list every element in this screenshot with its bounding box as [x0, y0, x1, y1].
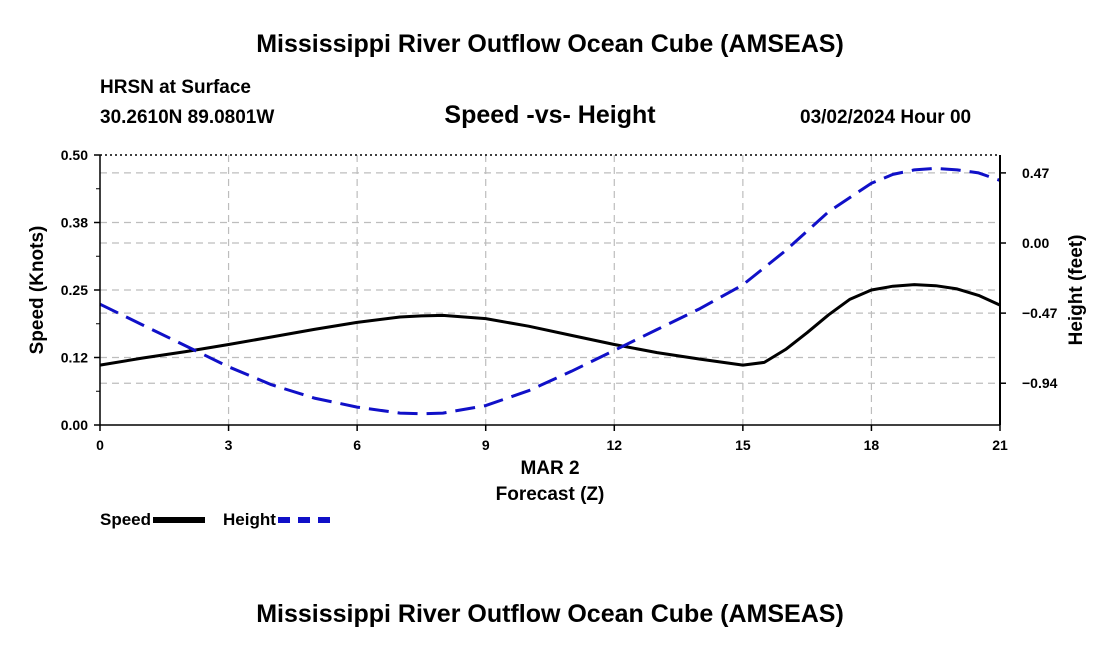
y-axis-right-label: Height (feet) [1066, 235, 1087, 346]
speed-series-line [99, 283, 1001, 367]
main-title: Mississippi River Outflow Ocean Cube (AM… [256, 30, 844, 58]
x-tick-label: 3 [225, 437, 233, 453]
legend-speed-swatch [153, 517, 206, 523]
legend-item-height: Height [223, 510, 330, 530]
y-right-tick-label: −0.47 [1022, 305, 1058, 321]
x-tick-label: 15 [735, 437, 751, 453]
chart-title: Speed -vs- Height [444, 101, 656, 129]
station-label: HRSN at Surface [100, 77, 251, 98]
y-right-tick-label: 0.47 [1022, 165, 1049, 181]
x-tick-label: 12 [606, 437, 622, 453]
series-layer [99, 166, 1001, 416]
x-axis-label: Forecast (Z) [496, 484, 605, 505]
y-left-tick-label: 0.00 [61, 417, 88, 433]
legend-item-speed: Speed [100, 510, 206, 530]
y-left-tick-label: 0.50 [61, 147, 88, 163]
tick-labels: 0 3 6 9 12 15 18 21 0.00 0.12 0.25 0.38 0.50 −0.94 −0.… [61, 147, 1058, 453]
legend-speed-label: Speed [100, 510, 152, 529]
footer-title: Mississippi River Outflow Ocean Cube (AM… [256, 600, 844, 628]
x-tick-label: 9 [482, 437, 490, 453]
datetime-label: 03/02/2024 Hour 00 [800, 107, 972, 128]
speed-height-chart: 0 3 6 9 12 15 18 21 0.00 0.12 0.25 0.38 0.50 −0.94 −0.… [27, 147, 1087, 505]
coordinates-label: 30.2610N 89.0801W [100, 107, 275, 128]
legend: Speed Height [100, 508, 348, 532]
date-label: MAR 2 [520, 458, 579, 479]
height-series-line [99, 166, 1001, 416]
x-tick-label: 0 [96, 437, 104, 453]
x-tick-label: 21 [992, 437, 1008, 453]
y-left-tick-label: 0.25 [61, 282, 88, 298]
y-right-tick-label: −0.94 [1022, 375, 1058, 391]
y-right-tick-label: 0.00 [1022, 235, 1049, 251]
axes [94, 154, 1006, 431]
y-axis-left-label: Speed (Knots) [27, 226, 48, 355]
legend-height-label: Height [223, 510, 276, 529]
x-tick-label: 6 [353, 437, 361, 453]
x-tick-label: 18 [864, 437, 880, 453]
legend-height-swatch [277, 517, 330, 523]
y-left-tick-label: 0.12 [61, 350, 88, 366]
y-left-tick-label: 0.38 [61, 215, 88, 231]
grid [100, 155, 1000, 425]
